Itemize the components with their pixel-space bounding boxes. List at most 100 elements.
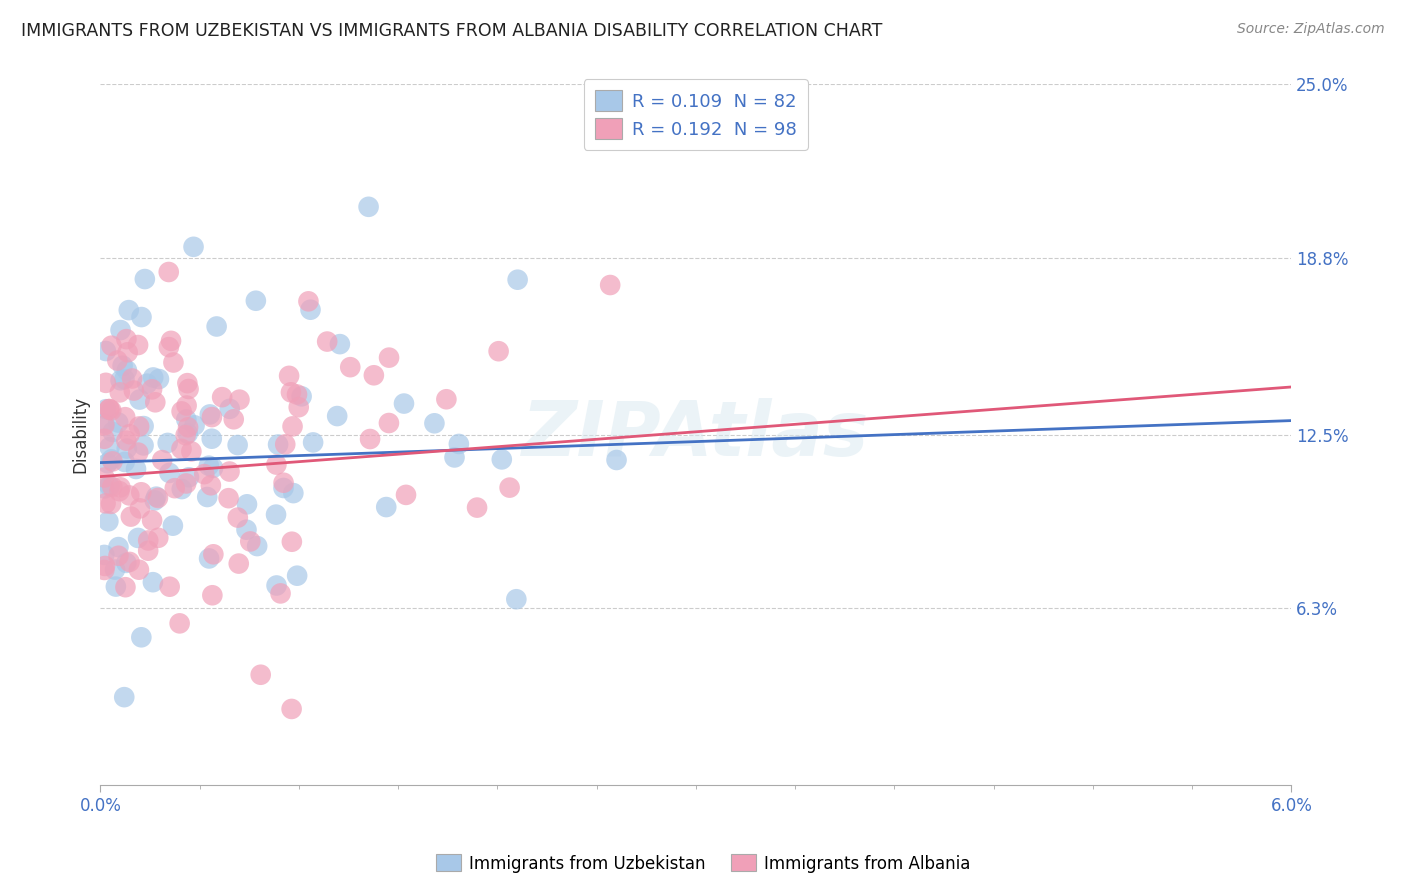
Point [100,403,122,417]
Point [245,293,267,308]
Point [280,702,302,716]
Point [107,540,129,554]
Point [114,455,136,469]
Point [143,493,166,508]
Point [359,432,381,446]
Point [316,334,339,349]
Point [281,419,304,434]
Point [94,496,117,510]
Text: Source: ZipAtlas.com: Source: ZipAtlas.com [1237,22,1385,37]
Point [183,418,205,433]
Point [98,402,121,417]
Point [174,428,197,442]
Point [273,475,295,490]
Point [170,482,193,496]
Point [150,453,173,467]
Point [134,272,156,286]
Point [198,551,221,566]
Point [148,531,170,545]
Point [94,402,117,417]
Point [142,370,165,384]
Point [202,461,225,475]
Point [121,371,143,385]
Point [115,332,138,346]
Point [176,376,198,391]
Point [115,434,138,448]
Point [183,240,205,254]
Point [176,412,198,426]
Point [339,360,361,375]
Point [115,556,138,570]
Point [117,345,139,359]
Point [285,568,308,582]
Point [93,417,115,431]
Point [423,417,446,431]
Point [302,435,325,450]
Point [201,588,224,602]
Point [236,497,259,511]
Point [392,396,415,410]
Point [281,534,304,549]
Point [107,549,129,563]
Point [145,490,167,504]
Point [104,563,127,577]
Point [228,557,250,571]
Point [108,385,131,400]
Y-axis label: Disability: Disability [72,396,89,473]
Point [176,399,198,413]
Legend: R = 0.109  N = 82, R = 0.192  N = 98: R = 0.109 N = 82, R = 0.192 N = 98 [583,79,808,150]
Point [170,442,193,456]
Point [110,323,132,337]
Point [434,392,457,407]
Point [326,409,349,423]
Point [218,401,240,416]
Point [235,523,257,537]
Point [115,442,138,456]
Point [118,303,141,318]
Point [297,294,319,309]
Point [211,390,233,404]
Point [329,337,352,351]
Point [180,444,202,458]
Point [94,559,117,574]
Point [128,392,150,407]
Point [159,580,181,594]
Point [447,437,470,451]
Point [177,420,200,434]
Point [100,339,122,353]
Point [266,458,288,472]
Point [299,302,322,317]
Point [132,438,155,452]
Point [107,416,129,430]
Point [98,402,121,417]
Point [127,338,149,352]
Point [465,500,488,515]
Point [127,445,149,459]
Point [108,484,131,499]
Point [142,575,165,590]
Point [93,482,115,496]
Point [174,476,197,491]
Point [146,491,169,505]
Point [202,547,225,561]
Point [239,534,262,549]
Point [599,278,621,293]
Point [267,437,290,451]
Point [226,510,249,524]
Point [228,392,250,407]
Point [101,454,124,468]
Point [280,385,302,400]
Point [143,395,166,409]
Point [114,410,136,425]
Point [443,450,465,465]
Point [205,319,228,334]
Point [159,466,181,480]
Point [112,690,135,705]
Point [285,387,308,401]
Point [246,539,269,553]
Point [131,310,153,324]
Point [127,531,149,545]
Point [93,432,115,446]
Point [218,465,240,479]
Point [160,334,183,348]
